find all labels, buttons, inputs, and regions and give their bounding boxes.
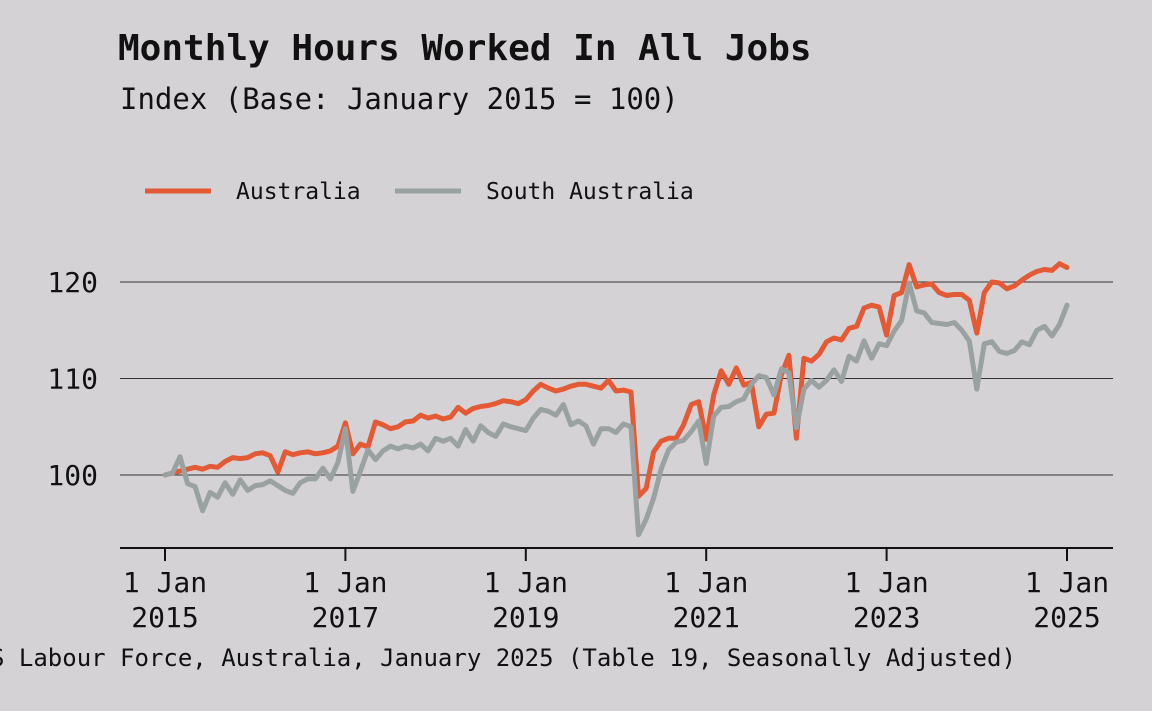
x-tick-label: 2025 [1033,601,1100,634]
x-tick-label: 2021 [672,601,739,634]
x-tick-label: 2019 [492,601,559,634]
x-tick-label: 1 Jan [664,566,748,599]
y-tick-label: 100 [47,459,98,492]
series-line-south-australia [162,280,1070,538]
gridlines [120,281,1113,476]
series-line-australia [162,261,1070,499]
x-tick-label: 1 Jan [484,566,568,599]
chart-subtitle: Index (Base: January 2015 = 100) [120,82,679,116]
x-tick-label: 2015 [131,601,198,634]
legend-label: South Australia [486,179,694,205]
x-tick-label: 1 Jan [844,566,928,599]
x-tick-label: 2017 [312,601,379,634]
legend-label: Australia [236,179,361,205]
chart-title: Monthly Hours Worked In All Jobs [118,28,812,69]
y-axis: 100 110 120 [47,266,98,492]
x-tick-label: 2023 [853,601,920,634]
y-tick-label: 120 [47,266,98,299]
x-tick-label: 1 Jan [1025,566,1109,599]
y-tick-label: 110 [47,363,98,396]
source-note: S Labour Force, Australia, January 2025 … [0,644,1016,672]
x-tick-label: 1 Jan [303,566,387,599]
series-lines [162,261,1070,538]
x-tick-label: 1 Jan [123,566,207,599]
legend: Australia South Australia [145,179,694,205]
